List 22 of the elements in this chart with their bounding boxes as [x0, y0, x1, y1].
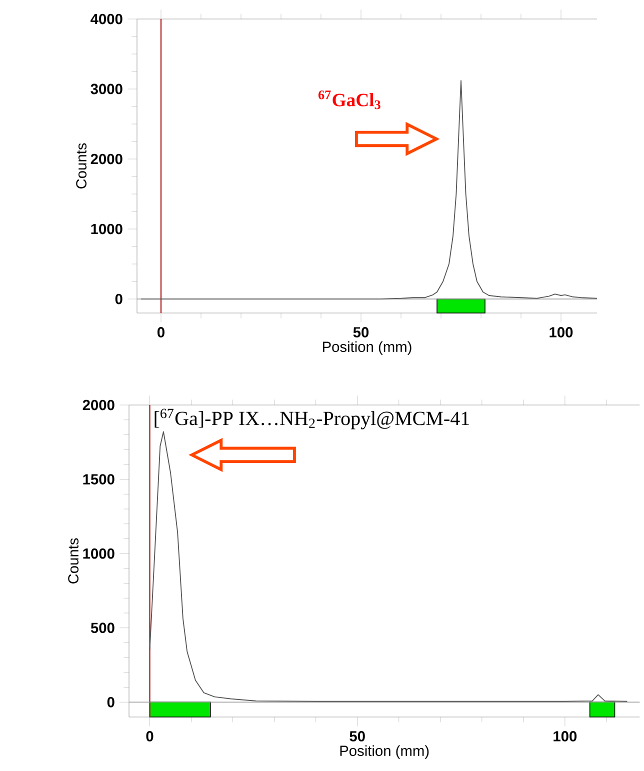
y-tick-label: 1000 [91, 224, 122, 234]
x-tick-label: 0 [158, 327, 164, 338]
x-tick-label: 0 [146, 731, 154, 742]
annotation: [$^{67}$Ga]-PP IX…NH$_{2}$-Propyl@MCM-41 [154, 408, 469, 430]
x-axis-title: Position (mm) [322, 341, 412, 355]
y-tick-label: 2000 [82, 400, 114, 410]
x-axis-title: Position (mm) [340, 745, 429, 759]
x-tick-label: 100 [554, 731, 577, 742]
annotation: $^{67}$GaCl$_{3}$ [318, 90, 380, 110]
y-axis-title: Counts [68, 538, 79, 584]
y-tick-label: 4000 [90, 14, 122, 24]
y-tick-label: 0 [115, 294, 122, 304]
x-tick-label: 100 [550, 327, 573, 338]
y-axis-title: Counts [76, 143, 87, 188]
y-tick-label: 3000 [90, 84, 122, 94]
y-tick-label: 2000 [90, 154, 122, 164]
x-tick-label: 50 [350, 731, 365, 742]
y-tick-label: 500 [90, 622, 114, 634]
x-tick-label: 50 [353, 327, 369, 338]
y-tick-label: 1000 [83, 548, 114, 559]
y-tick-label: 0 [107, 696, 114, 708]
y-tick-label: 1500 [83, 474, 114, 484]
